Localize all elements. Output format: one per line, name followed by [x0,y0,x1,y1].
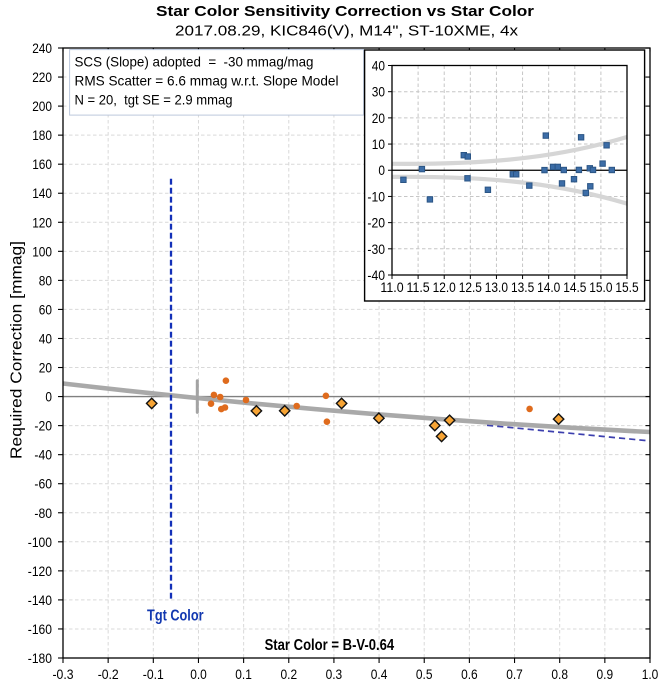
svg-text:120: 120 [32,214,52,230]
svg-text:240: 240 [32,40,52,56]
svg-text:0.3: 0.3 [326,666,343,682]
svg-text:0.4: 0.4 [371,666,388,682]
svg-text:-20: -20 [367,215,385,231]
svg-text:13.0: 13.0 [485,279,508,295]
svg-text:0.0: 0.0 [190,666,207,682]
svg-text:-80: -80 [34,505,52,521]
svg-text:40: 40 [39,331,52,347]
svg-text:Required Correction [mmag]: Required Correction [mmag] [9,241,26,459]
svg-text:100: 100 [32,243,52,259]
svg-text:20: 20 [39,360,52,376]
svg-text:80: 80 [39,272,52,288]
svg-text:0: 0 [378,162,385,178]
svg-text:Star Color = B-V-0.64: Star Color = B-V-0.64 [265,637,395,654]
svg-text:-40: -40 [367,267,385,283]
svg-text:0: 0 [45,389,52,405]
svg-text:-0.1: -0.1 [143,666,164,682]
svg-text:0.2: 0.2 [281,666,298,682]
svg-text:60: 60 [39,301,52,317]
svg-text:SCS (Slope) adopted = -30 mm: SCS (Slope) adopted = -30 mmag/mag [75,54,314,70]
svg-text:180: 180 [32,127,52,143]
svg-text:0.9: 0.9 [597,666,614,682]
svg-text:-140: -140 [28,592,52,608]
svg-text:-160: -160 [28,621,52,637]
svg-text:-180: -180 [28,650,52,666]
svg-text:140: 140 [32,185,52,201]
svg-text:160: 160 [32,156,52,172]
svg-text:10: 10 [372,136,385,152]
svg-text:-0.3: -0.3 [53,666,74,682]
svg-text:0.7: 0.7 [506,666,523,682]
svg-text:-30: -30 [367,241,385,257]
svg-text:200: 200 [32,98,52,114]
svg-text:0.5: 0.5 [416,666,433,682]
svg-text:1.0: 1.0 [642,666,659,682]
svg-text:15.0: 15.0 [589,279,612,295]
svg-text:14.0: 14.0 [537,279,560,295]
svg-text:Tgt Color: Tgt Color [147,607,204,624]
svg-text:-120: -120 [28,563,52,579]
svg-text:13.5: 13.5 [511,279,534,295]
svg-text:0.8: 0.8 [551,666,568,682]
svg-text:20: 20 [372,110,385,126]
svg-text:0.6: 0.6 [461,666,478,682]
svg-text:-10: -10 [367,188,385,204]
svg-text:-40: -40 [34,447,52,463]
svg-text:RMS Scatter = 6.6 mmag w.r.t.: RMS Scatter = 6.6 mmag w.r.t. Slope Mode… [75,73,339,89]
svg-text:-0.2: -0.2 [98,666,119,682]
svg-text:40: 40 [372,58,385,74]
svg-text:14.5: 14.5 [563,279,586,295]
svg-text:0.1: 0.1 [235,666,252,682]
svg-text:-100: -100 [28,534,52,550]
svg-text:2017.08.29, KIC846(V), M14", S: 2017.08.29, KIC846(V), M14", ST-10XME, 4… [175,22,519,39]
svg-text:-20: -20 [34,418,52,434]
svg-text:12.5: 12.5 [459,279,482,295]
svg-text:30: 30 [372,84,385,100]
svg-text:220: 220 [32,69,52,85]
svg-text:N = 20, tgt SE = 2.9 mmag: N = 20, tgt SE = 2.9 mmag [75,92,233,108]
svg-text:-60: -60 [34,476,52,492]
svg-text:11.5: 11.5 [407,279,430,295]
svg-text:Star Color Sensitivity Correct: Star Color Sensitivity Correction vs Sta… [156,3,534,20]
svg-text:12.0: 12.0 [433,279,456,295]
svg-text:11.0: 11.0 [380,279,403,295]
svg-text:15.5: 15.5 [615,279,638,295]
